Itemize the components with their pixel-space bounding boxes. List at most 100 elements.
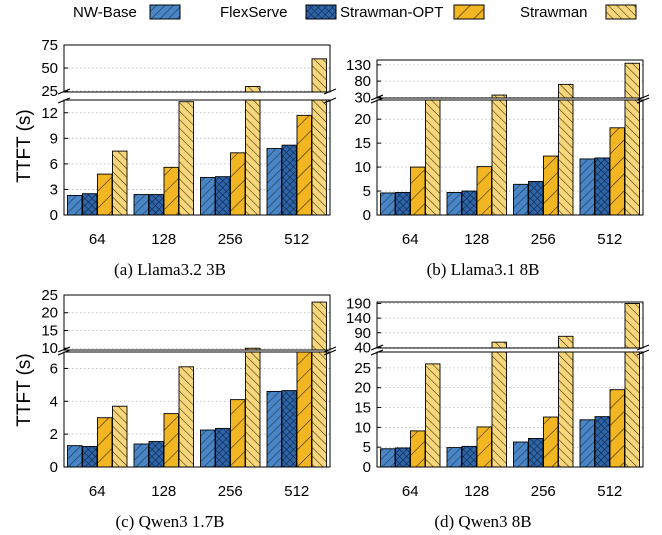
axis-break-mark: [636, 94, 650, 101]
y-tick-label: 10: [354, 419, 371, 436]
y-tick-label: 10: [354, 159, 371, 176]
x-tick-label-512: 512: [597, 231, 622, 248]
y-tick-label: 20: [354, 111, 371, 128]
legend-swatch-nw-base: [149, 4, 181, 20]
bar-strawman-256: [245, 99, 261, 216]
axis-break-mark: [370, 94, 384, 101]
x-tick-label-128: 128: [464, 231, 489, 248]
bar-strawman-opt-512: [296, 114, 312, 216]
upper-axis-frame: [63, 44, 331, 93]
bar-strawman-opt-128: [476, 426, 492, 468]
caption-d: (d) Qwen3 8B: [434, 512, 531, 531]
bar-strawman-opt-256: [230, 152, 246, 216]
y-tick-label: 15: [354, 400, 371, 417]
y-tick-label: 140: [346, 310, 371, 327]
bar-strawman-256-upper: [558, 335, 574, 349]
x-tick-label-64: 64: [89, 483, 106, 500]
bar-strawman-256: [558, 99, 574, 216]
bar-strawman-opt-128: [476, 166, 492, 216]
bar-strawman-64: [425, 363, 441, 468]
x-tick-label-256: 256: [531, 231, 556, 248]
axis-break-mask: [58, 93, 70, 99]
bar-nw-base-128: [133, 194, 149, 216]
y-tick-label: 15: [41, 322, 58, 339]
bar-flexserve-512: [594, 157, 610, 216]
caption-b: (b) Llama3.1 8B: [427, 260, 540, 279]
axis-break-mark: [370, 344, 384, 351]
bar-strawman-512: [311, 99, 327, 216]
bar-nw-base-256: [513, 183, 529, 216]
legend: NW-Base FlexServe Strawman-OPT Strawman: [73, 4, 637, 21]
y-tick-label: 4: [50, 393, 58, 410]
y-tick-label: 75: [41, 37, 58, 54]
y-tick-label: 0: [50, 459, 58, 476]
bar-strawman-512: [624, 351, 640, 468]
bar-strawman-opt-512: [609, 127, 625, 216]
bar-strawman-128: [491, 99, 507, 216]
x-tick-label-64: 64: [402, 231, 419, 248]
bar-strawman-512-upper: [311, 301, 327, 351]
bar-strawman-opt-64: [97, 173, 113, 216]
y-tick-label: 30: [354, 89, 371, 106]
bar-nw-base-256: [200, 177, 216, 216]
upper-axis-frame: [63, 294, 331, 351]
lower-axis-frame: [63, 99, 331, 216]
axis-break-mark: [323, 346, 337, 353]
x-tick-label-128: 128: [151, 231, 176, 248]
x-tick-label-256: 256: [218, 231, 243, 248]
y-tick-label: 25: [354, 360, 371, 377]
bar-strawman-opt-128: [163, 166, 179, 216]
axis-break-mark: [323, 88, 337, 95]
axis-break-mask: [324, 93, 336, 99]
y-tick-label: 12: [41, 105, 58, 122]
axis-break-mark: [636, 97, 650, 104]
y-axis-label-bottom: TTFT (s): [14, 353, 35, 427]
axis-break-mask: [371, 349, 383, 351]
y-tick-label: 10: [41, 340, 58, 357]
axis-break-mark: [57, 346, 71, 353]
x-tick-label-64: 64: [89, 231, 106, 248]
bar-strawman-256-upper: [558, 83, 574, 99]
y-tick-label: 130: [346, 57, 371, 74]
bar-flexserve-64: [82, 446, 98, 468]
bar-flexserve-128: [461, 445, 477, 468]
bar-strawman-64: [425, 99, 441, 216]
y-tick-label: 0: [363, 459, 371, 476]
bar-flexserve-64: [395, 447, 411, 468]
bar-nw-base-64: [380, 448, 396, 468]
bar-strawman-opt-512: [609, 389, 625, 468]
bar-strawman-128: [178, 366, 194, 468]
bar-flexserve-64: [395, 192, 411, 216]
bar-flexserve-512: [281, 144, 297, 216]
bar-flexserve-512: [281, 390, 297, 468]
bar-strawman-opt-256: [543, 155, 559, 216]
bar-strawman-512-upper: [624, 303, 640, 349]
y-tick-label: 90: [354, 325, 371, 342]
bar-strawman-128-upper: [491, 341, 507, 349]
y-tick-label: 25: [41, 83, 58, 100]
axis-break-mark: [323, 349, 337, 356]
y-tick-label: 190: [346, 295, 371, 312]
lower-axis-frame: [63, 351, 331, 468]
bar-nw-base-64: [67, 194, 83, 216]
caption-c: (c) Qwen3 1.7B: [115, 512, 224, 531]
axis-break-mark: [370, 97, 384, 104]
y-axis-label-top: TTFT (s): [14, 109, 35, 183]
axis-break-mark: [57, 88, 71, 95]
x-tick-label-128: 128: [464, 483, 489, 500]
axis-break-mark: [636, 344, 650, 351]
axis-break-mark: [57, 349, 71, 356]
bar-flexserve-256: [528, 181, 544, 216]
y-tick-label: 15: [354, 135, 371, 152]
y-tick-label: 5: [363, 183, 371, 200]
bar-strawman-512: [311, 351, 327, 468]
legend-label-strawman-opt: Strawman-OPT: [340, 4, 443, 21]
bar-strawman-opt-64: [410, 166, 426, 216]
legend-label-nw-base: NW-Base: [73, 4, 137, 21]
bar-strawman-256: [245, 351, 261, 468]
bar-strawman-opt-256: [543, 416, 559, 468]
bar-strawman-64: [112, 150, 128, 216]
x-tick-label-512: 512: [284, 483, 309, 500]
